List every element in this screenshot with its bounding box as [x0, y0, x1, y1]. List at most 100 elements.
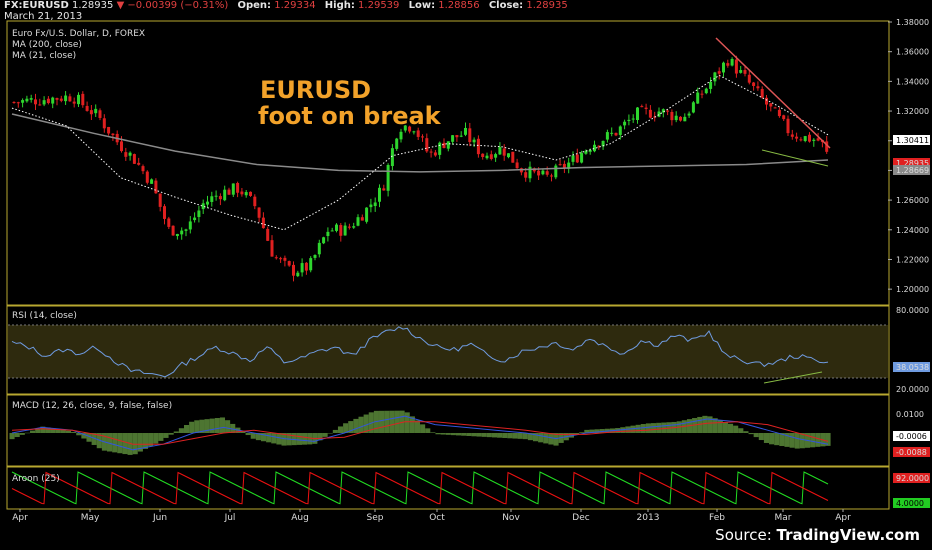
source-credit: Source: TradingView.com [715, 526, 920, 544]
macd-histogram-bar [281, 433, 287, 446]
high-value: 1.29539 [358, 0, 400, 11]
macd-histogram-bar [137, 433, 143, 452]
candle-body [218, 196, 222, 200]
candle-body [464, 127, 467, 135]
candle-body [472, 139, 476, 143]
candle-body [244, 192, 248, 196]
macd-histogram-bar [435, 433, 441, 435]
macd-histogram-bar [538, 433, 544, 443]
ma21-legend: MA (21, close) [12, 51, 76, 61]
candle-body [808, 134, 811, 142]
macd-histogram-bar [230, 423, 236, 433]
macd-histogram-bar [60, 429, 66, 433]
macd-line [11, 415, 829, 451]
candle-body [154, 180, 158, 194]
y-tick-label: 1.26000 [896, 196, 929, 205]
macd-histogram-bar [548, 433, 554, 445]
rsi-line [11, 326, 829, 378]
macd-histogram-bar [440, 433, 446, 435]
macd-histogram-bar [30, 430, 36, 433]
macd-histogram-bar [71, 432, 77, 433]
macd-histogram-bar [445, 433, 451, 435]
candle-body [21, 100, 25, 103]
candle-body [679, 116, 682, 121]
candle-body [674, 115, 678, 121]
candle-body [790, 134, 794, 137]
macd-histogram-bar [497, 433, 503, 438]
macd-histogram-bar [389, 410, 395, 433]
candle-body [627, 119, 631, 121]
macd-histogram-bar [404, 412, 410, 433]
annotation-line-2: foot on break [258, 102, 442, 130]
macd-histogram-bar [769, 433, 775, 445]
candlestick-series [12, 55, 829, 282]
candle-body [408, 126, 412, 132]
macd-histogram-bar [579, 432, 585, 433]
candle-body [38, 104, 42, 106]
quote-header: FX:EURUSD 1.28935 ▼ −0.00399 (−0.31%) Op… [4, 0, 568, 11]
macd-histogram-bar [394, 410, 400, 433]
candle-body [34, 99, 37, 105]
candle-body [446, 141, 450, 149]
macd-signal-tag [893, 431, 930, 441]
candle-body [107, 126, 111, 134]
candle-body [59, 98, 63, 101]
candle-body [476, 138, 480, 155]
candle-body [85, 105, 89, 111]
candle-body [257, 207, 261, 218]
macd-histogram-bar [543, 433, 549, 444]
candle-body [429, 151, 433, 153]
y-tick-label: 1.22000 [896, 255, 929, 264]
macd-histogram-bar [194, 420, 200, 433]
macd-histogram-bar [122, 433, 128, 455]
candle-body [231, 183, 235, 195]
macd-tick-top: 0.0100 [896, 410, 924, 419]
macd-histogram-bar [209, 418, 215, 433]
candle-body [623, 121, 627, 126]
time-x-axis: Apr May Jun Jul Aug Sep Oct Nov Dec 2013 Feb Mar Apr [12, 509, 851, 523]
candle-body [68, 96, 72, 102]
macd-histogram-bar [471, 433, 477, 437]
macd-histogram-bar [630, 425, 636, 433]
candle-body [425, 138, 429, 152]
candle-body [300, 263, 304, 273]
low-label: Low: [408, 0, 436, 11]
candle-body [369, 204, 373, 208]
high-label: High: [324, 0, 355, 11]
macd-histogram-bar [45, 427, 51, 433]
candle-body [593, 144, 596, 152]
candle-body [128, 152, 132, 156]
candle-body [326, 231, 330, 237]
candle-body [795, 136, 799, 139]
candle-body [687, 113, 691, 116]
macd-histogram-bar [692, 418, 698, 433]
candle-body [360, 217, 364, 221]
macd-histogram-bar [702, 415, 708, 433]
price-pane [6, 20, 890, 306]
candle-body [825, 141, 829, 152]
y-tick-label: 1.20000 [896, 285, 929, 294]
low-value: 1.28856 [438, 0, 480, 11]
rsi-pane [6, 305, 890, 395]
candle-body [734, 59, 738, 74]
macd-histogram-bar [24, 432, 30, 434]
macd-histogram-bar [112, 433, 118, 453]
candle-body [356, 217, 360, 226]
candle-body [760, 88, 764, 98]
macd-histogram-bar [512, 433, 518, 439]
candle-body [261, 217, 265, 229]
candle-body [455, 135, 459, 138]
signal-line [11, 421, 829, 445]
candle-body [184, 229, 188, 231]
candle-body [55, 98, 59, 100]
candle-body [481, 153, 485, 157]
candle-body [812, 139, 816, 141]
y-tick-label: 1.34000 [896, 77, 929, 86]
macd-histogram-bar [815, 433, 821, 447]
candle-body [390, 148, 394, 167]
macd-histogram-bar [635, 424, 641, 433]
macd-histogram-bar [353, 418, 359, 433]
candle-body [507, 153, 510, 158]
macd-histogram-bar [260, 433, 267, 442]
candle-body [309, 258, 313, 271]
